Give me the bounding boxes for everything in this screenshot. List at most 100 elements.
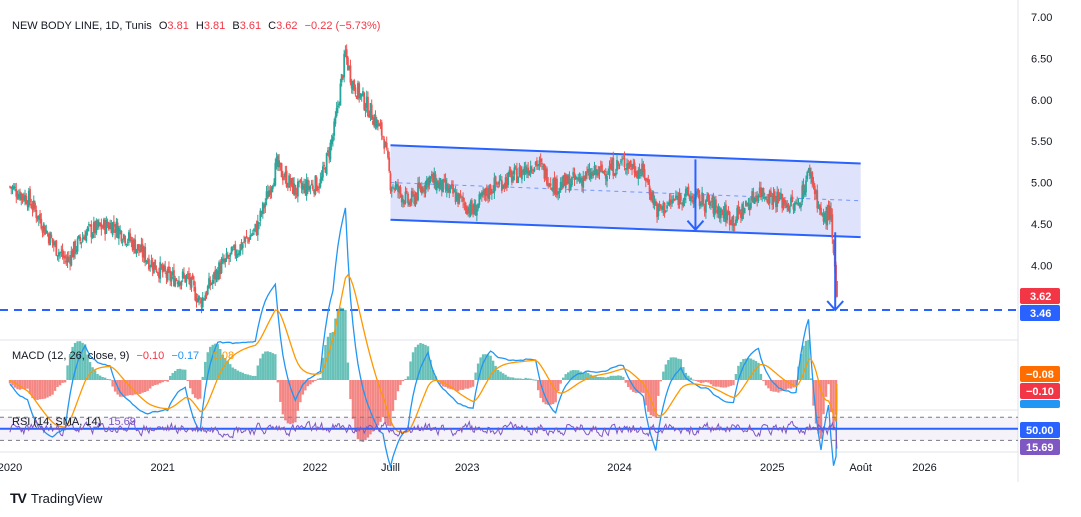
- macd-hist-bar: [767, 380, 770, 389]
- candle-body: [671, 200, 673, 204]
- candle-body: [551, 188, 553, 191]
- candle-body: [654, 200, 657, 206]
- macd-hist-bar: [501, 373, 505, 380]
- candle-body: [592, 172, 595, 176]
- candle-body: [195, 298, 198, 303]
- macd-hist-bar: [551, 380, 555, 405]
- candle-body: [704, 200, 707, 213]
- macd-hist-bar: [83, 344, 87, 380]
- macd-signal-value: −0.08: [206, 350, 234, 362]
- macd-hist-bar: [652, 380, 655, 417]
- candle-body: [509, 169, 512, 173]
- candle-body: [54, 242, 56, 245]
- macd-hist-bar: [336, 309, 340, 380]
- macd-hist-bar: [779, 380, 783, 392]
- macd-hist-bar: [414, 347, 417, 380]
- macd-hist-bar: [11, 380, 14, 386]
- candle-body: [225, 253, 228, 260]
- macd-legend[interactable]: MACD (12, 26, close, 9) −0.10 −0.17 −0.0…: [12, 350, 234, 362]
- time-tick-label: 2020: [0, 462, 22, 474]
- drawing-annotations[interactable]: [0, 159, 1018, 312]
- candle-body: [485, 187, 488, 196]
- macd-hist-bar: [354, 380, 357, 432]
- candle-body: [337, 105, 339, 108]
- candle-body: [379, 123, 382, 125]
- candlestick-series[interactable]: [9, 44, 838, 314]
- candle-body: [430, 174, 433, 177]
- candle-body: [716, 209, 719, 213]
- price-axis[interactable]: 7.00 6.50 6.00 5.50 5.00 4.50 4.00: [1031, 12, 1052, 272]
- candle-body: [500, 180, 503, 191]
- macd-hist-bar: [642, 380, 645, 393]
- candle-body: [677, 195, 680, 206]
- candle-body: [612, 157, 615, 176]
- candle-body: [243, 241, 245, 243]
- candle-body: [484, 188, 487, 196]
- macd-hist-bar: [717, 380, 720, 387]
- candle-body: [696, 191, 699, 194]
- last-candle-body: [835, 281, 838, 297]
- macd-hist-bar: [699, 380, 703, 384]
- macd-title: MACD (12, 26, close, 9): [12, 350, 129, 362]
- candle-body: [639, 174, 642, 176]
- candle-body: [168, 266, 170, 272]
- time-axis[interactable]: 2020 2021 2022 Juill 2023 2024 2025 Août 2026: [0, 462, 937, 474]
- macd-hist-bar: [199, 380, 202, 399]
- candle-body: [636, 173, 638, 179]
- candle-body: [678, 193, 681, 204]
- macd-hist-bar: [36, 380, 39, 400]
- candle-body: [691, 195, 694, 199]
- last-price-label: 3.62: [1030, 291, 1051, 303]
- candle-body: [241, 244, 244, 249]
- macd-signal-badge-label: −0.08: [1026, 369, 1054, 381]
- macd-hist-bar: [158, 380, 162, 384]
- candle-body: [828, 205, 831, 220]
- candle-body: [102, 219, 105, 229]
- macd-hist-bar: [416, 344, 420, 380]
- candle-body: [105, 219, 108, 234]
- channel-lower-line[interactable]: [390, 218, 861, 239]
- main-legend[interactable]: NEW BODY LINE, 1D, Tunis O3.81 H3.81 B3.…: [12, 20, 380, 32]
- macd-pane[interactable]: [8, 207, 838, 470]
- candle-body: [532, 172, 535, 174]
- macd-hist-bar: [194, 380, 197, 398]
- candle-body: [608, 165, 611, 176]
- rsi-pane[interactable]: [0, 416, 1018, 449]
- candle-body: [332, 136, 334, 142]
- tradingview-branding[interactable]: TV TradingView: [10, 490, 102, 506]
- macd-hist-bar: [234, 368, 237, 380]
- channel-upper-line[interactable]: [390, 144, 861, 165]
- candle-body: [434, 174, 437, 190]
- candle-body: [335, 107, 338, 117]
- macd-hist-bar: [687, 375, 690, 380]
- candle-body: [558, 188, 561, 193]
- candle-body: [728, 211, 731, 225]
- candle-body: [306, 179, 309, 189]
- candle-body: [432, 174, 434, 183]
- candle-body: [668, 199, 671, 206]
- macd-hist-bar: [148, 380, 152, 389]
- macd-hist-bar: [814, 380, 818, 424]
- macd-hist-bar: [556, 380, 560, 392]
- macd-hist-bar: [304, 380, 307, 391]
- candle-body: [788, 206, 791, 213]
- candle-body: [547, 183, 550, 187]
- high-value: 3.81: [204, 20, 225, 32]
- rsi-legend[interactable]: RSI (14, SMA, 14) 15.69: [12, 416, 136, 428]
- candle-body: [723, 206, 726, 219]
- candle-body: [746, 202, 749, 205]
- macd-hist-bar: [604, 377, 607, 380]
- macd-hist-value: −0.10: [136, 350, 164, 362]
- candle-body: [482, 191, 484, 195]
- candle-body: [328, 152, 331, 158]
- candle-body: [408, 201, 411, 206]
- candle-body: [280, 163, 283, 178]
- candle-body: [458, 193, 461, 203]
- candle-body: [827, 205, 830, 219]
- macd-hist-bar: [727, 380, 730, 387]
- candle-body: [684, 188, 687, 197]
- macd-hist-bar: [634, 380, 637, 393]
- candle-body: [504, 177, 507, 189]
- candle-body: [291, 177, 294, 194]
